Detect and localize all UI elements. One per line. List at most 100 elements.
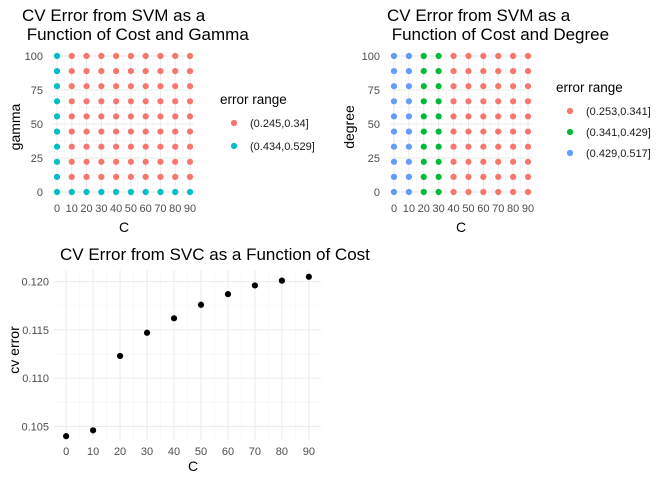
x-axis-title: C (188, 458, 198, 474)
y-tick-label: 50 (368, 119, 380, 131)
data-point (172, 113, 179, 120)
data-point (127, 67, 134, 75)
data-point (127, 188, 134, 196)
data-point (98, 143, 105, 150)
y-axis-title: degree (341, 105, 357, 149)
data-point (465, 143, 472, 150)
data-point (524, 173, 532, 181)
data-point (450, 188, 457, 196)
data-point (510, 173, 517, 181)
x-tick-label: 20 (418, 203, 430, 215)
data-point (510, 128, 517, 135)
data-point (465, 98, 472, 105)
y-axis-title: cv error (6, 326, 22, 374)
data-point (98, 67, 105, 75)
x-tick-label: 50 (125, 203, 137, 215)
data-point (450, 98, 457, 105)
data-point (83, 98, 90, 105)
data-point (113, 143, 120, 150)
legend-label: (0.253,0.341] (586, 106, 651, 118)
data-point (524, 83, 532, 90)
legend-key (230, 119, 238, 127)
data-point (83, 113, 90, 120)
y-tick-label: 0.105 (21, 421, 49, 433)
data-point (390, 158, 398, 165)
x-tick-label: 0 (63, 446, 69, 458)
data-point (113, 113, 120, 120)
data-point (83, 83, 90, 90)
y-tick-label: 0.110 (22, 373, 49, 385)
data-point (480, 52, 487, 60)
data-point (142, 158, 149, 165)
x-tick-label: 20 (80, 203, 92, 215)
data-point (495, 188, 502, 196)
data-point (68, 67, 75, 75)
data-point (480, 158, 487, 165)
data-point (405, 52, 412, 60)
data-point (83, 67, 90, 75)
data-point (510, 52, 517, 60)
data-point (435, 52, 442, 60)
y-tick-label: 100 (25, 51, 43, 63)
data-point (142, 98, 149, 105)
data-point (68, 158, 75, 165)
data-point (98, 173, 105, 181)
data-point (172, 128, 179, 135)
data-point (465, 188, 472, 196)
data-point (390, 143, 398, 150)
x-axis-title: C (119, 219, 129, 235)
legend-label: (0.245,0.34] (250, 118, 309, 130)
data-point (186, 158, 194, 165)
data-point (68, 98, 75, 105)
data-point (53, 67, 61, 75)
data-point (465, 158, 472, 165)
data-point (435, 188, 442, 196)
x-axis-title: C (456, 219, 466, 235)
data-point (68, 173, 75, 181)
data-point (435, 173, 442, 181)
chart-cost-gamma: CV Error from SVM as a Function of Cost … (7, 6, 315, 235)
data-point (495, 98, 502, 105)
data-point (420, 67, 427, 75)
data-point (495, 67, 502, 75)
data-point (98, 83, 105, 90)
data-point (450, 143, 457, 150)
x-tick-label: 10 (66, 203, 78, 215)
data-point (450, 52, 457, 60)
data-point (172, 83, 179, 90)
x-tick-label: 10 (87, 446, 99, 458)
data-point (465, 113, 472, 120)
data-point (53, 113, 61, 120)
data-point (98, 113, 105, 120)
data-point (450, 173, 457, 181)
data-point (127, 158, 134, 165)
data-point (390, 113, 398, 120)
data-point (98, 52, 105, 60)
chart-title-line-1: CV Error from SVM as a (22, 6, 206, 25)
data-point (68, 128, 75, 135)
data-point (390, 98, 398, 105)
data-point (405, 113, 412, 120)
legend-label: (0.429,0.517] (586, 148, 651, 160)
y-tick-label: 0 (37, 187, 43, 199)
data-point (405, 98, 412, 105)
data-point (98, 98, 105, 105)
data-point (450, 128, 457, 135)
data-point (480, 128, 487, 135)
data-point (390, 52, 398, 60)
x-tick-label: 80 (169, 203, 181, 215)
data-point (510, 98, 517, 105)
data-point (157, 98, 164, 105)
x-tick-label: 80 (507, 203, 519, 215)
legend-title: error range (556, 80, 623, 95)
data-point (127, 128, 134, 135)
data-point (113, 128, 120, 135)
data-point (172, 67, 179, 75)
data-point (186, 83, 194, 90)
legend-key (566, 128, 574, 136)
data-point (480, 143, 487, 150)
data-point (495, 158, 502, 165)
chart-title-line-2: Function of Cost and Degree (387, 25, 609, 44)
data-point (480, 188, 487, 196)
data-point (450, 113, 457, 120)
